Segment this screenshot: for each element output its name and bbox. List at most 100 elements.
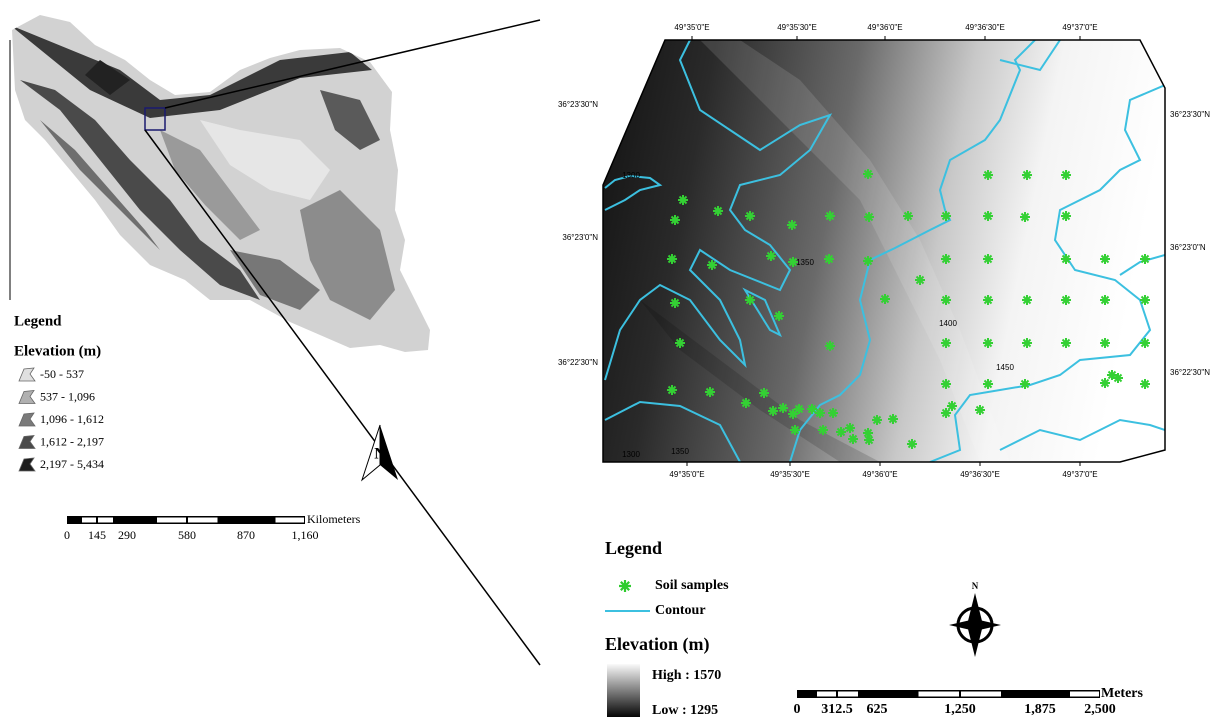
elevation-classes: [0, 0, 440, 360]
soil-sample: [1140, 379, 1150, 389]
figure: Legend Elevation (m) -50 - 537537 - 1,09…: [0, 0, 1216, 722]
soil-sample: [745, 295, 755, 305]
soil-sample: [863, 256, 873, 266]
soil-sample: [836, 427, 846, 437]
soil-sample: [941, 254, 951, 264]
soil-sample: [828, 408, 838, 418]
soil-sample: [678, 195, 688, 205]
soil-sample: [1100, 338, 1110, 348]
soil-sample: [864, 212, 874, 222]
soil-sample: [675, 338, 685, 348]
scale-segment: [276, 518, 305, 523]
soil-sample: [1022, 338, 1032, 348]
soil-sample: [888, 414, 898, 424]
legend-title: Legend: [14, 313, 62, 329]
soil-sample: [941, 408, 951, 418]
longitude-label: 49°35'0"E: [669, 470, 704, 479]
longitude-label: 49°36'30"E: [965, 23, 1005, 32]
scale-label: 1,875: [1024, 702, 1056, 717]
legend-item: Soil samples: [655, 578, 729, 593]
class-swatch: [19, 458, 35, 471]
soil-sample: [983, 170, 993, 180]
legend-title: Legend: [605, 538, 662, 558]
soil-sample: [975, 405, 985, 415]
soil-sample: [670, 215, 680, 225]
longitude-label: 49°37'0"E: [1062, 470, 1097, 479]
soil-sample: [818, 425, 828, 435]
north-compass: N: [949, 581, 1001, 657]
longitude-label: 49°35'0"E: [674, 23, 709, 32]
scale-label: 0: [64, 528, 70, 542]
class-label: 1,096 - 1,612: [40, 412, 104, 426]
latitude-label: 36°23'0"N: [562, 233, 598, 242]
scale-segment: [188, 518, 218, 523]
elevation-legend: -50 - 537537 - 1,0961,096 - 1,6121,612 -…: [19, 367, 104, 471]
scale-segment: [919, 692, 960, 697]
longitude-label: 49°36'0"E: [862, 470, 897, 479]
elevation-ramp: [607, 664, 640, 717]
class-swatch: [19, 436, 35, 449]
soil-sample: [1061, 338, 1071, 348]
soil-sample: [815, 408, 825, 418]
soil-sample: [907, 439, 917, 449]
soil-sample: [941, 295, 951, 305]
latitude-label: 36°23'30"N: [1170, 110, 1210, 119]
soil-sample: [941, 211, 951, 221]
scale-label: 145: [88, 528, 106, 542]
scale-segment: [82, 518, 96, 523]
soil-sample: [983, 254, 993, 264]
class-label: 2,197 - 5,434: [40, 457, 104, 471]
soil-sample: [705, 387, 715, 397]
scale-label: 0: [794, 702, 801, 717]
soil-sample: [759, 388, 769, 398]
scale-unit: Kilometers: [307, 512, 361, 526]
soil-sample: [880, 294, 890, 304]
soil-sample: [707, 260, 717, 270]
latitude-label: 36°22'30"N: [1170, 368, 1210, 377]
ramp-high: High : 1570: [652, 668, 721, 683]
latitude-label: 36°23'0"N: [1170, 243, 1206, 252]
soil-sample: [903, 211, 913, 221]
contour-label: 1350: [796, 258, 814, 267]
soil-sample: [825, 211, 835, 221]
legend-item: Contour: [655, 603, 706, 618]
dem: [600, 38, 1170, 468]
soil-sample: [667, 254, 677, 264]
soil-sample: [667, 385, 677, 395]
class-label: -50 - 537: [40, 367, 84, 381]
scale-label: 2,500: [1084, 702, 1116, 717]
soil-sample: [1100, 254, 1110, 264]
soil-sample: [741, 398, 751, 408]
scale-label: 312.5: [821, 702, 853, 717]
soil-sample: [1061, 295, 1071, 305]
soil-sample: [790, 425, 800, 435]
longitude-label: 49°37'0"E: [1062, 23, 1097, 32]
soil-sample: [1140, 338, 1150, 348]
scale-segment: [1070, 692, 1099, 697]
contour-label: 1350: [671, 447, 689, 456]
elevation-title: Elevation (m): [14, 343, 101, 359]
class-swatch: [19, 413, 35, 426]
soil-sample: [983, 295, 993, 305]
scale-segment: [817, 692, 836, 697]
soil-sample: [848, 434, 858, 444]
scale-label: 580: [178, 528, 196, 542]
soil-sample: [1061, 211, 1071, 221]
north-label: N: [972, 581, 979, 591]
soil-sample: [670, 298, 680, 308]
soil-sample: [872, 415, 882, 425]
scale-segment: [961, 692, 1001, 697]
soil-sample: [863, 169, 873, 179]
soil-sample: [1022, 295, 1032, 305]
contour-label: 1400: [939, 319, 957, 328]
soil-sample: [825, 341, 835, 351]
soil-sample: [1022, 170, 1032, 180]
soil-sample: [713, 206, 723, 216]
scale-label: 870: [237, 528, 255, 542]
soil-sample: [745, 211, 755, 221]
soil-sample: [1020, 379, 1030, 389]
soil-sample: [1061, 254, 1071, 264]
scale-unit: Meters: [1101, 686, 1144, 701]
